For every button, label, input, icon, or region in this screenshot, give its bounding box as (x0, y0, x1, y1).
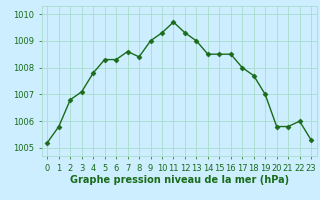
X-axis label: Graphe pression niveau de la mer (hPa): Graphe pression niveau de la mer (hPa) (70, 175, 289, 185)
